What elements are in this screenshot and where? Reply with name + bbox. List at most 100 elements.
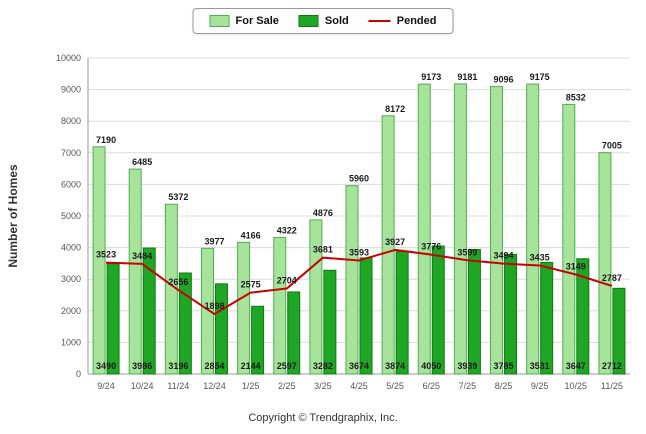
bar-for-sale[interactable] xyxy=(200,247,214,375)
pended-value-label: 3599 xyxy=(457,247,477,257)
for-sale-value-label: 9175 xyxy=(530,72,550,82)
pended-value-label: 2575 xyxy=(241,280,261,290)
bar-for-sale[interactable] xyxy=(453,83,467,375)
bar-for-sale[interactable] xyxy=(526,83,540,375)
legend-label-pended: Pended xyxy=(396,15,437,27)
for-sale-value-label: 9096 xyxy=(494,75,514,85)
sold-value-label: 3986 xyxy=(132,361,152,371)
bar-for-sale[interactable] xyxy=(381,115,395,375)
sold-value-label: 3490 xyxy=(96,361,116,371)
bar-sold[interactable] xyxy=(251,305,265,375)
x-tick-label: 2/25 xyxy=(278,381,296,391)
bar-for-sale[interactable] xyxy=(128,168,142,375)
bar-sold[interactable] xyxy=(106,263,120,375)
legend-label-for-sale: For Sale xyxy=(235,15,279,27)
for-sale-value-label: 5372 xyxy=(168,192,188,202)
y-tick-label: 0 xyxy=(76,369,81,379)
x-tick-label: 11/25 xyxy=(601,381,623,391)
pended-value-label: 3776 xyxy=(421,242,441,252)
bar-sold[interactable] xyxy=(287,291,301,375)
pended-value-label: 3494 xyxy=(494,251,514,261)
pended-value-label: 3927 xyxy=(385,237,405,247)
x-tick-label: 12/24 xyxy=(203,381,226,391)
x-tick-label: 6/25 xyxy=(423,381,441,391)
bar-for-sale[interactable] xyxy=(237,241,251,375)
bar-for-sale[interactable] xyxy=(490,86,504,375)
for-sale-value-label: 6485 xyxy=(132,157,152,167)
bar-for-sale[interactable] xyxy=(598,152,612,375)
pended-value-label: 1898 xyxy=(204,301,224,311)
bar-for-sale[interactable] xyxy=(309,219,323,375)
pended-value-label: 3523 xyxy=(96,250,116,260)
sold-value-label: 2854 xyxy=(204,361,224,371)
bar-for-sale[interactable] xyxy=(92,146,106,375)
bar-sold[interactable] xyxy=(504,253,518,375)
bar-sold[interactable] xyxy=(540,261,554,375)
pended-value-label: 2704 xyxy=(277,276,297,286)
for-sale-value-label: 5960 xyxy=(349,174,369,184)
y-tick-label: 1000 xyxy=(61,337,81,347)
x-tick-label: 8/25 xyxy=(495,381,513,391)
bar-sold[interactable] xyxy=(612,287,626,375)
for-sale-value-label: 9173 xyxy=(421,72,441,82)
bar-sold[interactable] xyxy=(467,249,481,375)
y-tick-label: 4000 xyxy=(61,243,81,253)
pended-line-swatch xyxy=(368,20,391,22)
pended-value-label: 3681 xyxy=(313,245,333,255)
sold-value-label: 3785 xyxy=(494,361,514,371)
bar-sold[interactable] xyxy=(214,283,228,375)
bar-sold[interactable] xyxy=(359,257,373,375)
for-sale-value-label: 4166 xyxy=(241,230,261,240)
sold-value-label: 3674 xyxy=(349,361,369,371)
bar-sold[interactable] xyxy=(142,247,156,375)
pended-value-label: 3435 xyxy=(530,252,550,262)
legend-item-sold[interactable]: Sold xyxy=(298,15,349,27)
for-sale-value-label: 4322 xyxy=(277,225,297,235)
x-tick-label: 10/25 xyxy=(565,381,588,391)
for-sale-value-label: 8172 xyxy=(385,104,405,114)
bar-sold[interactable] xyxy=(576,258,590,375)
sold-value-label: 3531 xyxy=(530,361,550,371)
y-tick-label: 2000 xyxy=(61,306,81,316)
y-tick-label: 8000 xyxy=(61,116,81,126)
bar-sold[interactable] xyxy=(323,269,337,375)
pended-value-label: 2787 xyxy=(602,273,622,283)
bar-sold[interactable] xyxy=(395,251,409,375)
pended-value-label: 3149 xyxy=(566,261,586,271)
x-tick-label: 7/25 xyxy=(459,381,477,391)
x-tick-label: 9/24 xyxy=(97,381,115,391)
bar-sold[interactable] xyxy=(178,272,192,375)
for-sale-value-label: 7190 xyxy=(96,135,116,145)
y-tick-label: 5000 xyxy=(61,211,81,221)
sold-swatch xyxy=(298,15,319,27)
bar-sold[interactable] xyxy=(431,245,445,375)
sold-value-label: 4050 xyxy=(421,361,441,371)
pended-value-label: 3593 xyxy=(349,247,369,257)
for-sale-value-label: 3977 xyxy=(204,236,224,246)
for-sale-value-label: 9181 xyxy=(457,72,477,82)
bar-for-sale[interactable] xyxy=(345,185,359,375)
legend: For Sale Sold Pended xyxy=(192,8,454,34)
x-tick-label: 9/25 xyxy=(531,381,549,391)
pended-value-label: 3484 xyxy=(132,251,152,261)
legend-item-for-sale[interactable]: For Sale xyxy=(209,15,279,27)
pended-line[interactable] xyxy=(106,248,613,316)
sold-value-label: 2712 xyxy=(602,361,622,371)
legend-item-pended[interactable]: Pended xyxy=(368,15,437,27)
bar-for-sale[interactable] xyxy=(273,236,287,375)
sold-value-label: 3282 xyxy=(313,361,333,371)
sold-value-label: 3939 xyxy=(457,361,477,371)
for-sale-value-label: 4876 xyxy=(313,208,333,218)
sold-value-label: 2597 xyxy=(277,361,297,371)
x-tick-label: 11/24 xyxy=(167,381,189,391)
bar-for-sale[interactable] xyxy=(562,103,576,375)
bar-for-sale[interactable] xyxy=(417,83,431,375)
x-tick-label: 5/25 xyxy=(386,381,404,391)
for-sale-swatch xyxy=(209,15,230,27)
x-tick-label: 10/24 xyxy=(131,381,154,391)
y-tick-label: 9000 xyxy=(61,85,81,95)
copyright-text: Copyright © Trendgraphix, Inc. xyxy=(248,412,398,424)
x-tick-label: 4/25 xyxy=(350,381,368,391)
